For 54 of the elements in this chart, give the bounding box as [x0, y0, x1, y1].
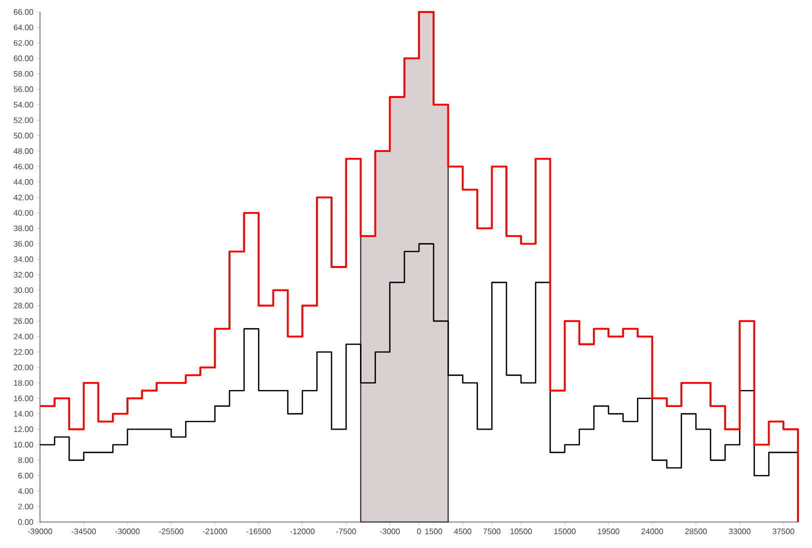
- y-tick-label: 6.00: [18, 472, 34, 478]
- x-tick-label: 4500: [454, 528, 472, 534]
- y-tick-label: 52.00: [14, 117, 34, 124]
- x-tick-label: 37500: [772, 528, 794, 534]
- y-tick-label: 48.00: [14, 148, 34, 154]
- y-tick-label: 10.00: [14, 442, 34, 448]
- x-tick-label: -34500: [72, 528, 96, 534]
- y-tick-label: 34.00: [14, 256, 34, 262]
- y-tick-label: 22.00: [14, 349, 34, 355]
- y-tick-label: 14.00: [14, 410, 34, 417]
- y-tick-label: 62.00: [14, 40, 34, 46]
- y-tick-label: 66.00: [14, 9, 34, 15]
- y-tick-label: 18.00: [14, 380, 34, 386]
- y-tick-label: 2.00: [18, 504, 34, 510]
- y-tick-label: 60.00: [14, 56, 34, 62]
- x-tick-label: -7500: [336, 528, 356, 534]
- y-tick-label: 56.00: [14, 86, 34, 92]
- y-tick-label: 40.00: [14, 210, 34, 216]
- y-tick-label: 54.00: [14, 102, 34, 108]
- y-tick-label: 46.00: [14, 164, 34, 170]
- x-tick-label: 28500: [685, 528, 707, 534]
- y-tick-label: 16.00: [14, 396, 34, 402]
- x-tick-label: 24000: [642, 528, 664, 534]
- x-tick-label: 0: [417, 528, 421, 534]
- y-tick-label: 64.00: [14, 24, 34, 30]
- y-tick-label: 44.00: [14, 179, 34, 185]
- x-tick-label: -30000: [115, 528, 140, 534]
- x-tick-label: 33000: [728, 528, 750, 534]
- y-tick-label: 0.00: [18, 519, 34, 525]
- x-tick-label: 1500: [425, 528, 442, 534]
- x-tick-label: 7500: [483, 528, 500, 534]
- x-tick-label: -16500: [246, 528, 271, 534]
- x-tick-label: 19500: [598, 528, 620, 534]
- y-tick-label: 12.00: [14, 426, 34, 432]
- x-tick-label: -25500: [159, 528, 184, 534]
- x-tick-label: -39000: [28, 528, 52, 534]
- y-tick-label: 38.00: [14, 226, 34, 232]
- x-tick-label: -3000: [380, 528, 400, 534]
- y-tick-label: 32.00: [14, 272, 34, 278]
- x-tick-label: -12000: [290, 528, 315, 534]
- x-tick-label: 10500: [510, 528, 532, 534]
- y-tick-label: 4.00: [18, 488, 34, 494]
- y-tick-label: 20.00: [14, 364, 34, 370]
- y-tick-label: 24.00: [14, 334, 34, 340]
- x-tick-label: -21000: [202, 528, 228, 534]
- y-tick-label: 26.00: [14, 318, 34, 324]
- x-tick-label: 15000: [554, 528, 576, 534]
- y-tick-label: 30.00: [14, 287, 34, 294]
- y-tick-label: 28.00: [14, 302, 34, 308]
- y-tick-label: 58.00: [14, 70, 34, 77]
- y-tick-label: 42.00: [14, 194, 34, 200]
- y-tick-label: 50.00: [14, 132, 34, 138]
- y-tick-label: 8.00: [18, 457, 34, 463]
- y-tick-label: 36.00: [14, 240, 34, 247]
